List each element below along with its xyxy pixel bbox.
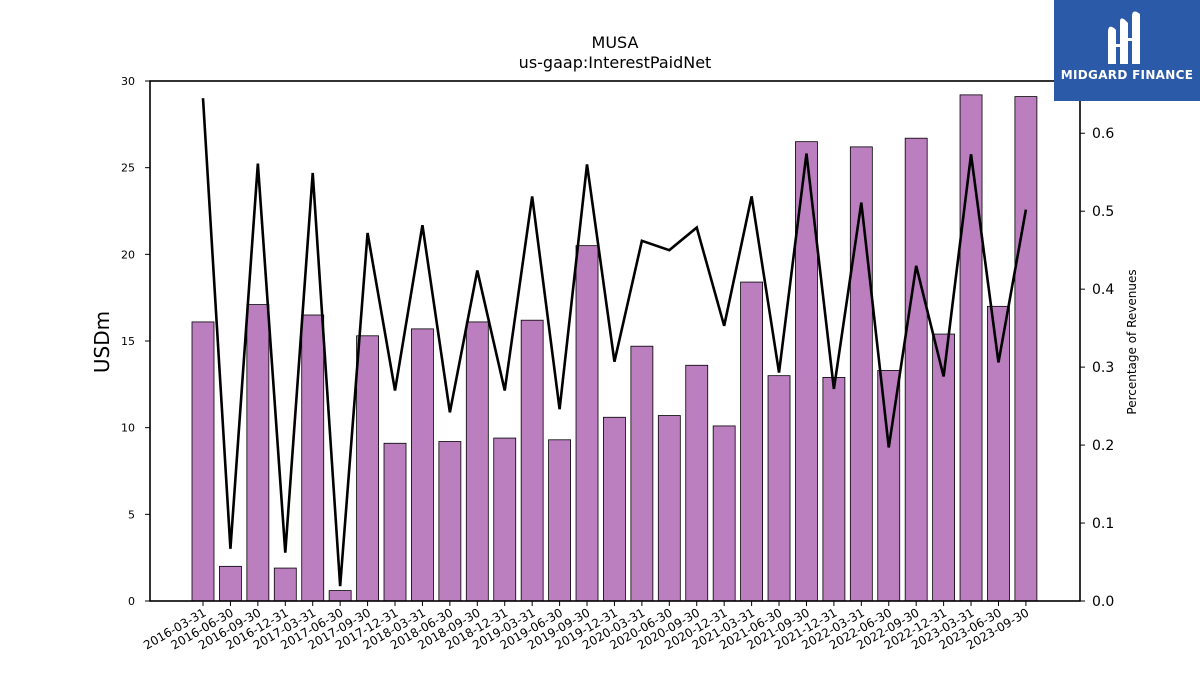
brand-name: MIDGARD FINANCE	[1060, 68, 1194, 82]
bar	[273, 567, 297, 602]
midgard-logo-icon	[1108, 11, 1140, 65]
chart-subtitle: us-gaap:InterestPaidNet	[519, 53, 712, 72]
bar	[740, 281, 763, 602]
y2-tick-label: 0.5	[1092, 204, 1114, 220]
bar	[822, 376, 846, 602]
bar	[603, 416, 626, 602]
bar	[959, 94, 983, 602]
y2-tick-label: 0.6	[1092, 126, 1114, 142]
bar	[328, 590, 352, 602]
y2-tick-label: 0.4	[1092, 282, 1114, 298]
bar	[438, 441, 462, 602]
bar	[575, 245, 599, 602]
bar	[849, 146, 873, 602]
bar	[219, 565, 242, 602]
y-tick-label: 10	[121, 422, 135, 435]
bar	[465, 321, 489, 602]
bar	[657, 415, 681, 602]
y2-tick-label: 0.3	[1092, 360, 1114, 376]
bar	[383, 442, 407, 602]
y-tick-label: 30	[121, 75, 135, 88]
y-tick-label: 25	[121, 162, 135, 175]
bar	[493, 437, 517, 602]
y-axis-label: USDm	[90, 311, 114, 373]
bar-series	[191, 94, 1038, 602]
bar	[301, 314, 325, 602]
y-tick-label: 15	[121, 335, 135, 348]
bar	[987, 305, 1010, 602]
bar	[904, 137, 928, 602]
y-tick-label: 20	[121, 248, 135, 261]
bar	[685, 364, 709, 602]
bar	[246, 304, 270, 602]
bar	[630, 345, 654, 602]
y2-tick-label: 0.0	[1092, 594, 1114, 610]
y2-axis-label: Percentage of Revenues	[1125, 269, 1139, 414]
bar	[356, 335, 379, 602]
bar	[520, 319, 544, 602]
bar	[548, 439, 571, 602]
y2-tick-label: 0.2	[1092, 438, 1114, 454]
percentage-line	[201, 98, 1028, 587]
bar	[767, 375, 791, 602]
bar	[1014, 96, 1038, 602]
chart-title: MUSA	[592, 33, 639, 52]
y-tick-label: 0	[128, 595, 135, 608]
bar	[712, 425, 736, 602]
y-tick-label: 5	[128, 508, 135, 521]
bar	[411, 328, 434, 602]
brand-logo: MIDGARD FINANCE	[1054, 0, 1200, 101]
bar	[191, 321, 215, 602]
line-series	[201, 98, 1028, 587]
y2-tick-label: 0.1	[1092, 516, 1114, 532]
